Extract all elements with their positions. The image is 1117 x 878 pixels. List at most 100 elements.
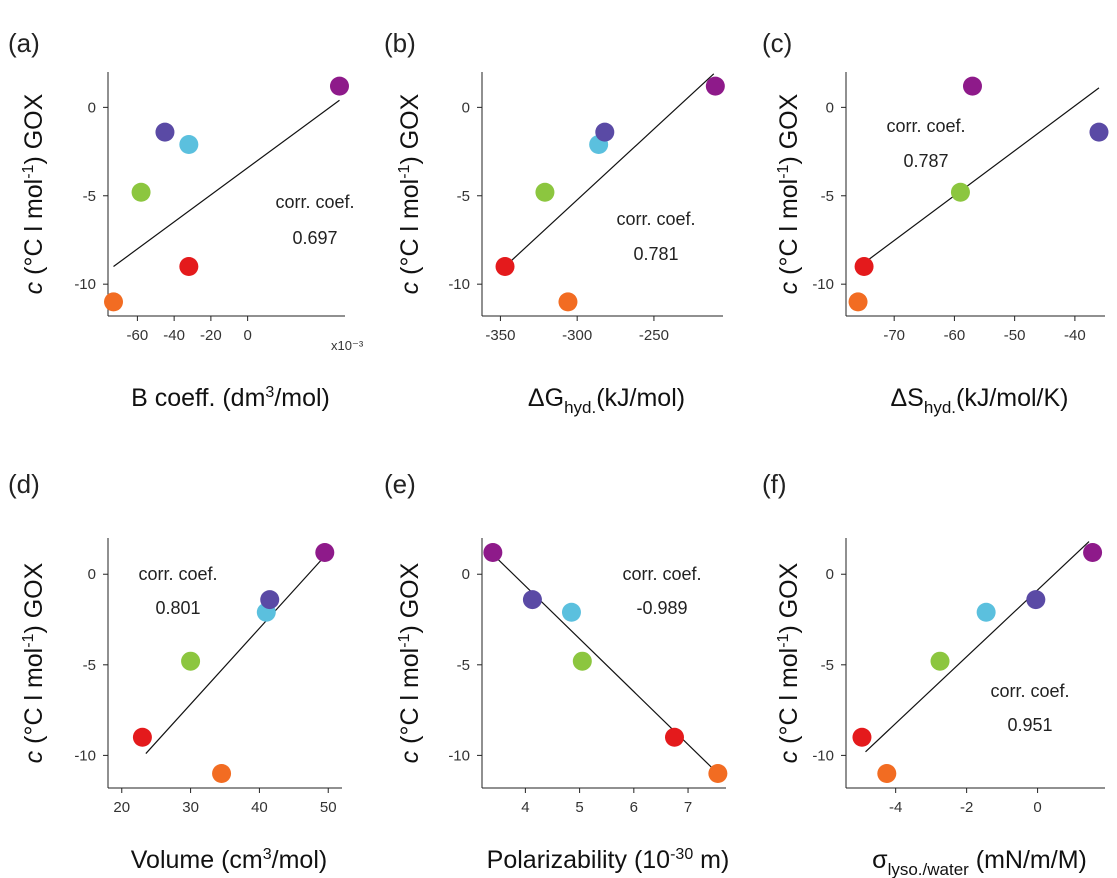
panel-label: (d) [8, 469, 40, 499]
x-tick-label: -250 [639, 327, 669, 344]
y-axis-title: c (°C l mol-1) GOX [396, 93, 424, 294]
data-point-orange [848, 292, 868, 312]
data-point-red [664, 727, 684, 747]
y-tick-label: 0 [826, 566, 834, 583]
data-point-purple [315, 542, 335, 562]
regression-line [863, 87, 1100, 264]
data-point-red [852, 727, 872, 747]
data-point-indigo [595, 122, 615, 142]
data-point-orange [708, 764, 728, 784]
data-point-red [854, 256, 874, 276]
data-point-purple [705, 76, 725, 96]
x-tick-label: -40 [163, 327, 185, 344]
x-tick-label: 5 [575, 799, 583, 816]
data-point-orange [212, 764, 232, 784]
data-point-green [131, 182, 151, 202]
x-axis-title: σlyso./water (mN/m/M) [872, 846, 1087, 878]
panel-label: (e) [384, 469, 416, 499]
data-point-indigo [1089, 122, 1109, 142]
corr-coef-label: corr. coef. [616, 209, 695, 229]
corr-coef-value: 0.787 [903, 151, 948, 171]
data-point-purple [329, 76, 349, 96]
x-tick-label: 4 [521, 799, 529, 816]
y-tick-label: 0 [88, 566, 96, 583]
x-tick-label: -70 [883, 327, 905, 344]
x-tick-label: 0 [243, 327, 251, 344]
y-tick-label: -5 [457, 657, 470, 674]
data-point-red [179, 256, 199, 276]
x-axis-title: ΔGhyd.(kJ/mol) [528, 384, 685, 417]
y-tick-label: -10 [448, 276, 470, 293]
y-tick-label: -5 [83, 188, 96, 205]
data-point-green [181, 651, 201, 671]
panel-e: (e) -10 -5 0 4 5 6 7 corr. coef. -0.989 c (°C l mo… [384, 469, 729, 874]
y-tick-label: -10 [74, 276, 96, 293]
x-tick-label: -350 [485, 327, 515, 344]
y-tick-label: 0 [462, 99, 470, 116]
data-point-purple [1083, 542, 1103, 562]
x-tick-label: -20 [200, 327, 222, 344]
data-point-red [132, 727, 152, 747]
x-multiplier-label: x10⁻³ [331, 338, 364, 353]
y-axis-title: c (°C l mol-1) GOX [20, 93, 48, 294]
x-tick-label: 20 [113, 799, 130, 816]
corr-coef-label: corr. coef. [886, 116, 965, 136]
y-tick-label: -5 [83, 657, 96, 674]
x-axis-title: Volume (cm3/mol) [131, 846, 327, 874]
corr-coef-value: 0.697 [292, 228, 337, 248]
y-axis-title: c (°C l mol-1) GOX [775, 562, 803, 763]
panel-b: (b) -10 -5 0 -350 -300 -250 corr. coef. 0.781 c (… [384, 28, 725, 417]
panel-d: (d) -10 -5 0 20 30 40 50 corr. coef. 0.801 c (°C l… [8, 469, 342, 874]
x-axis-title: Polarizability (10-30 m) [487, 846, 730, 874]
y-tick-label: 0 [88, 99, 96, 116]
data-point-orange [877, 764, 897, 784]
data-point-cyan [976, 602, 996, 622]
data-point-orange [558, 292, 578, 312]
y-axis-title: c (°C l mol-1) GOX [396, 562, 424, 763]
panel-f: (f) -10 -5 0 -4 -2 0 corr. coef. 0.951 c (°C l mo… [762, 469, 1105, 878]
data-point-indigo [1026, 590, 1046, 610]
x-tick-label: -2 [960, 799, 973, 816]
regression-line [145, 555, 326, 754]
panel-label: (c) [762, 28, 792, 58]
y-tick-label: -5 [821, 657, 834, 674]
y-axis-title: c (°C l mol-1) GOX [775, 93, 803, 294]
data-point-cyan [561, 602, 581, 622]
data-point-indigo [155, 122, 175, 142]
x-axis-title: B coeff. (dm3/mol) [131, 384, 330, 412]
x-tick-label: 40 [251, 799, 268, 816]
data-point-green [535, 182, 555, 202]
data-point-purple [483, 542, 503, 562]
regression-line [504, 73, 715, 267]
corr-coef-label: corr. coef. [275, 192, 354, 212]
y-tick-label: -5 [821, 188, 834, 205]
y-tick-label: -10 [812, 747, 834, 764]
y-tick-label: -5 [457, 188, 470, 205]
panel-label: (f) [762, 469, 787, 499]
data-point-indigo [522, 590, 542, 610]
x-tick-label: -300 [562, 327, 592, 344]
y-tick-label: 0 [462, 566, 470, 583]
panel-label: (b) [384, 28, 416, 58]
x-tick-label: -60 [127, 327, 149, 344]
y-axis-title: c (°C l mol-1) GOX [20, 562, 48, 763]
y-tick-label: -10 [812, 276, 834, 293]
corr-coef-label: corr. coef. [622, 564, 701, 584]
data-point-indigo [260, 590, 280, 610]
data-point-green [950, 182, 970, 202]
y-tick-label: -10 [74, 747, 96, 764]
x-tick-label: 50 [320, 799, 337, 816]
x-tick-label: -60 [944, 327, 966, 344]
x-tick-label: 0 [1033, 799, 1041, 816]
corr-coef-value: 0.951 [1007, 715, 1052, 735]
data-point-purple [962, 76, 982, 96]
corr-coef-value: 0.801 [155, 598, 200, 618]
y-tick-label: -10 [448, 747, 470, 764]
regression-line [865, 541, 1090, 753]
x-tick-label: -50 [1004, 327, 1026, 344]
regression-line [492, 553, 719, 774]
corr-coef-value: -0.989 [636, 598, 687, 618]
x-tick-label: 7 [684, 799, 692, 816]
data-point-red [495, 256, 515, 276]
